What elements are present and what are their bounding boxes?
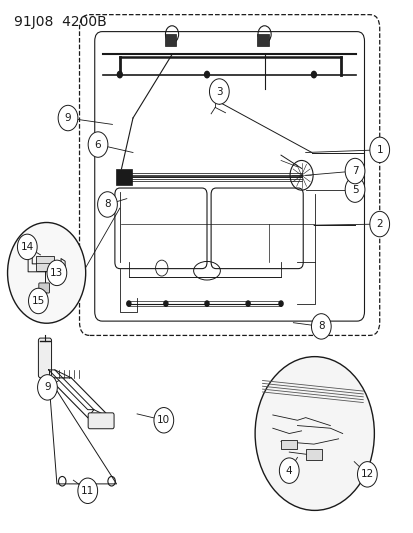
Circle shape bbox=[344, 177, 364, 203]
Circle shape bbox=[369, 137, 389, 163]
Circle shape bbox=[117, 71, 122, 78]
Circle shape bbox=[17, 234, 37, 260]
Text: 7: 7 bbox=[351, 166, 358, 176]
Text: 6: 6 bbox=[95, 140, 101, 150]
Circle shape bbox=[7, 222, 85, 323]
Circle shape bbox=[311, 71, 316, 78]
Circle shape bbox=[126, 301, 131, 306]
Circle shape bbox=[78, 478, 97, 504]
Text: 5: 5 bbox=[351, 184, 358, 195]
Text: 15: 15 bbox=[32, 296, 45, 306]
Text: 11: 11 bbox=[81, 486, 94, 496]
Circle shape bbox=[154, 408, 173, 433]
Circle shape bbox=[245, 301, 249, 306]
Circle shape bbox=[311, 314, 330, 339]
FancyBboxPatch shape bbox=[38, 338, 52, 378]
Text: 10: 10 bbox=[157, 415, 170, 425]
Text: 4: 4 bbox=[285, 466, 292, 475]
Circle shape bbox=[344, 158, 364, 184]
Text: 2: 2 bbox=[375, 219, 382, 229]
Circle shape bbox=[278, 301, 282, 306]
Circle shape bbox=[88, 132, 108, 157]
Circle shape bbox=[279, 458, 298, 483]
Text: 9: 9 bbox=[44, 382, 51, 392]
Text: 13: 13 bbox=[50, 268, 63, 278]
Circle shape bbox=[58, 106, 78, 131]
Circle shape bbox=[357, 462, 376, 487]
FancyBboxPatch shape bbox=[39, 283, 50, 293]
Text: 3: 3 bbox=[216, 86, 222, 96]
Circle shape bbox=[254, 357, 373, 511]
Circle shape bbox=[38, 375, 57, 400]
Circle shape bbox=[97, 192, 117, 217]
Text: 1: 1 bbox=[375, 145, 382, 155]
Circle shape bbox=[369, 212, 389, 237]
Circle shape bbox=[204, 301, 209, 306]
Text: 91J08  4200B: 91J08 4200B bbox=[14, 14, 106, 29]
Text: 8: 8 bbox=[104, 199, 111, 209]
Text: 12: 12 bbox=[360, 470, 373, 479]
Bar bbox=[280, 440, 296, 449]
Text: 9: 9 bbox=[64, 113, 71, 123]
Bar bbox=[36, 256, 54, 271]
Circle shape bbox=[47, 260, 66, 286]
Text: 8: 8 bbox=[317, 321, 324, 332]
Circle shape bbox=[209, 79, 229, 104]
Bar bbox=[115, 169, 132, 185]
Text: 14: 14 bbox=[21, 242, 34, 252]
Bar bbox=[256, 34, 268, 46]
FancyBboxPatch shape bbox=[88, 413, 114, 429]
Circle shape bbox=[164, 301, 168, 306]
Bar bbox=[164, 34, 176, 46]
Circle shape bbox=[28, 288, 48, 314]
Circle shape bbox=[204, 71, 209, 78]
Bar bbox=[305, 449, 321, 460]
